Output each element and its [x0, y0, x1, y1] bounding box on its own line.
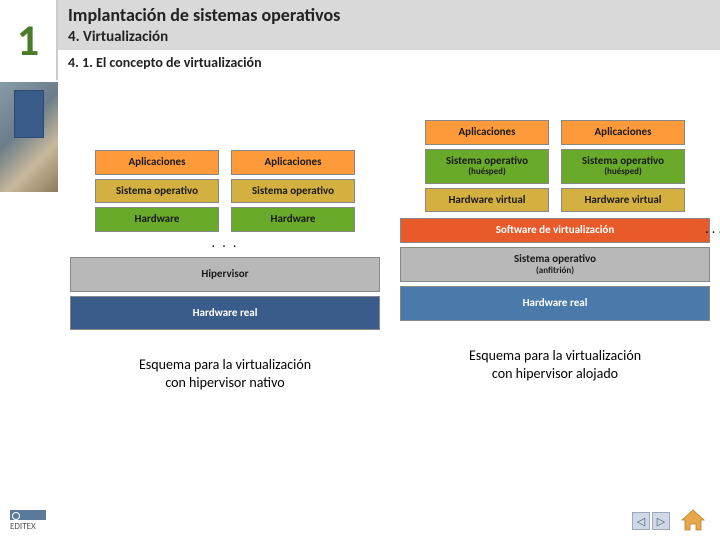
vm-stack: Aplicaciones Sistema operativo(huésped) Ha…	[561, 120, 685, 212]
layer-box: Hardware virtual	[425, 188, 549, 213]
layer-box: Sistema operativo	[95, 179, 219, 204]
ellipsis-v: . . .	[705, 220, 720, 237]
title-main: Implantación de sistemas operativos	[58, 0, 720, 28]
layer-box: Hardware virtual	[561, 188, 685, 213]
home-button[interactable]	[680, 508, 706, 532]
title-section: 4. 1. El concepto de virtualización	[58, 50, 720, 75]
layer-box: Sistema operativo(anfitrión)	[400, 247, 710, 282]
publisher-name: EDITEX	[10, 521, 36, 532]
caption-native: Esquema para la virtualización con hiper…	[70, 356, 380, 392]
layer-box: Sistema operativo(huésped)	[561, 149, 685, 184]
native-base-stack: Hipervisor Hardware real	[70, 257, 380, 330]
slide-header: 1 Implantación de sistemas operativos 4.…	[0, 0, 720, 80]
diagram-native: AplicacionesSistema operativoHardwareApl…	[70, 120, 380, 393]
prev-button[interactable]: ◁	[632, 512, 650, 530]
native-vm-stacks: AplicacionesSistema operativoHardwareApl…	[70, 150, 380, 232]
side-image	[0, 82, 58, 192]
title-chapter: 4. Virtualización	[58, 28, 720, 50]
layer-box: Hipervisor	[70, 257, 380, 292]
caption-native-l2: con hipervisor nativo	[165, 374, 284, 391]
hosted-vm-stacks: . . . AplicacionesSistema operativo(hués…	[400, 120, 710, 212]
unit-number: 1	[0, 0, 58, 80]
logo-mark	[10, 510, 46, 520]
layer-box: Sistema operativo	[231, 179, 355, 204]
layer-box: Hardware	[95, 207, 219, 232]
side-image-screen	[14, 90, 44, 138]
layer-box: Hardware real	[400, 286, 710, 321]
layer-box: Aplicaciones	[561, 120, 685, 145]
layer-box: Software de virtualización	[400, 218, 710, 243]
caption-hosted-l1: Esquema para la virtualización	[469, 347, 641, 364]
caption-hosted-l2: con hipervisor alojado	[492, 365, 618, 382]
ellipsis-h: . . .	[70, 234, 380, 251]
footer: EDITEX ◁ ▷	[0, 494, 720, 534]
layer-box: Hardware real	[70, 296, 380, 331]
caption-native-l1: Esquema para la virtualización	[139, 356, 311, 373]
layer-box: Aplicaciones	[95, 150, 219, 175]
next-button[interactable]: ▷	[652, 512, 670, 530]
layer-box: Aplicaciones	[231, 150, 355, 175]
layer-box: Aplicaciones	[425, 120, 549, 145]
layer-box: Sistema operativo(huésped)	[425, 149, 549, 184]
diagram-hosted: . . . AplicacionesSistema operativo(hués…	[400, 120, 710, 393]
hosted-base-stack: Software de virtualización Sistema operat…	[400, 218, 710, 320]
publisher-logo: EDITEX	[10, 510, 46, 532]
vm-stack: Aplicaciones Sistema operativo(huésped) Ha…	[425, 120, 549, 212]
vm-stack: Aplicaciones Sistema operativo Hardware	[95, 150, 219, 232]
caption-hosted: Esquema para la virtualización con hiper…	[400, 347, 710, 383]
layer-box: Hardware	[231, 207, 355, 232]
nav-buttons: ◁ ▷	[632, 512, 670, 530]
diagrams-container: AplicacionesSistema operativoHardwareApl…	[70, 120, 710, 393]
vm-stack: Aplicaciones Sistema operativo Hardware	[231, 150, 355, 232]
header-titles: Implantación de sistemas operativos 4. V…	[58, 0, 720, 75]
home-icon	[680, 508, 706, 532]
